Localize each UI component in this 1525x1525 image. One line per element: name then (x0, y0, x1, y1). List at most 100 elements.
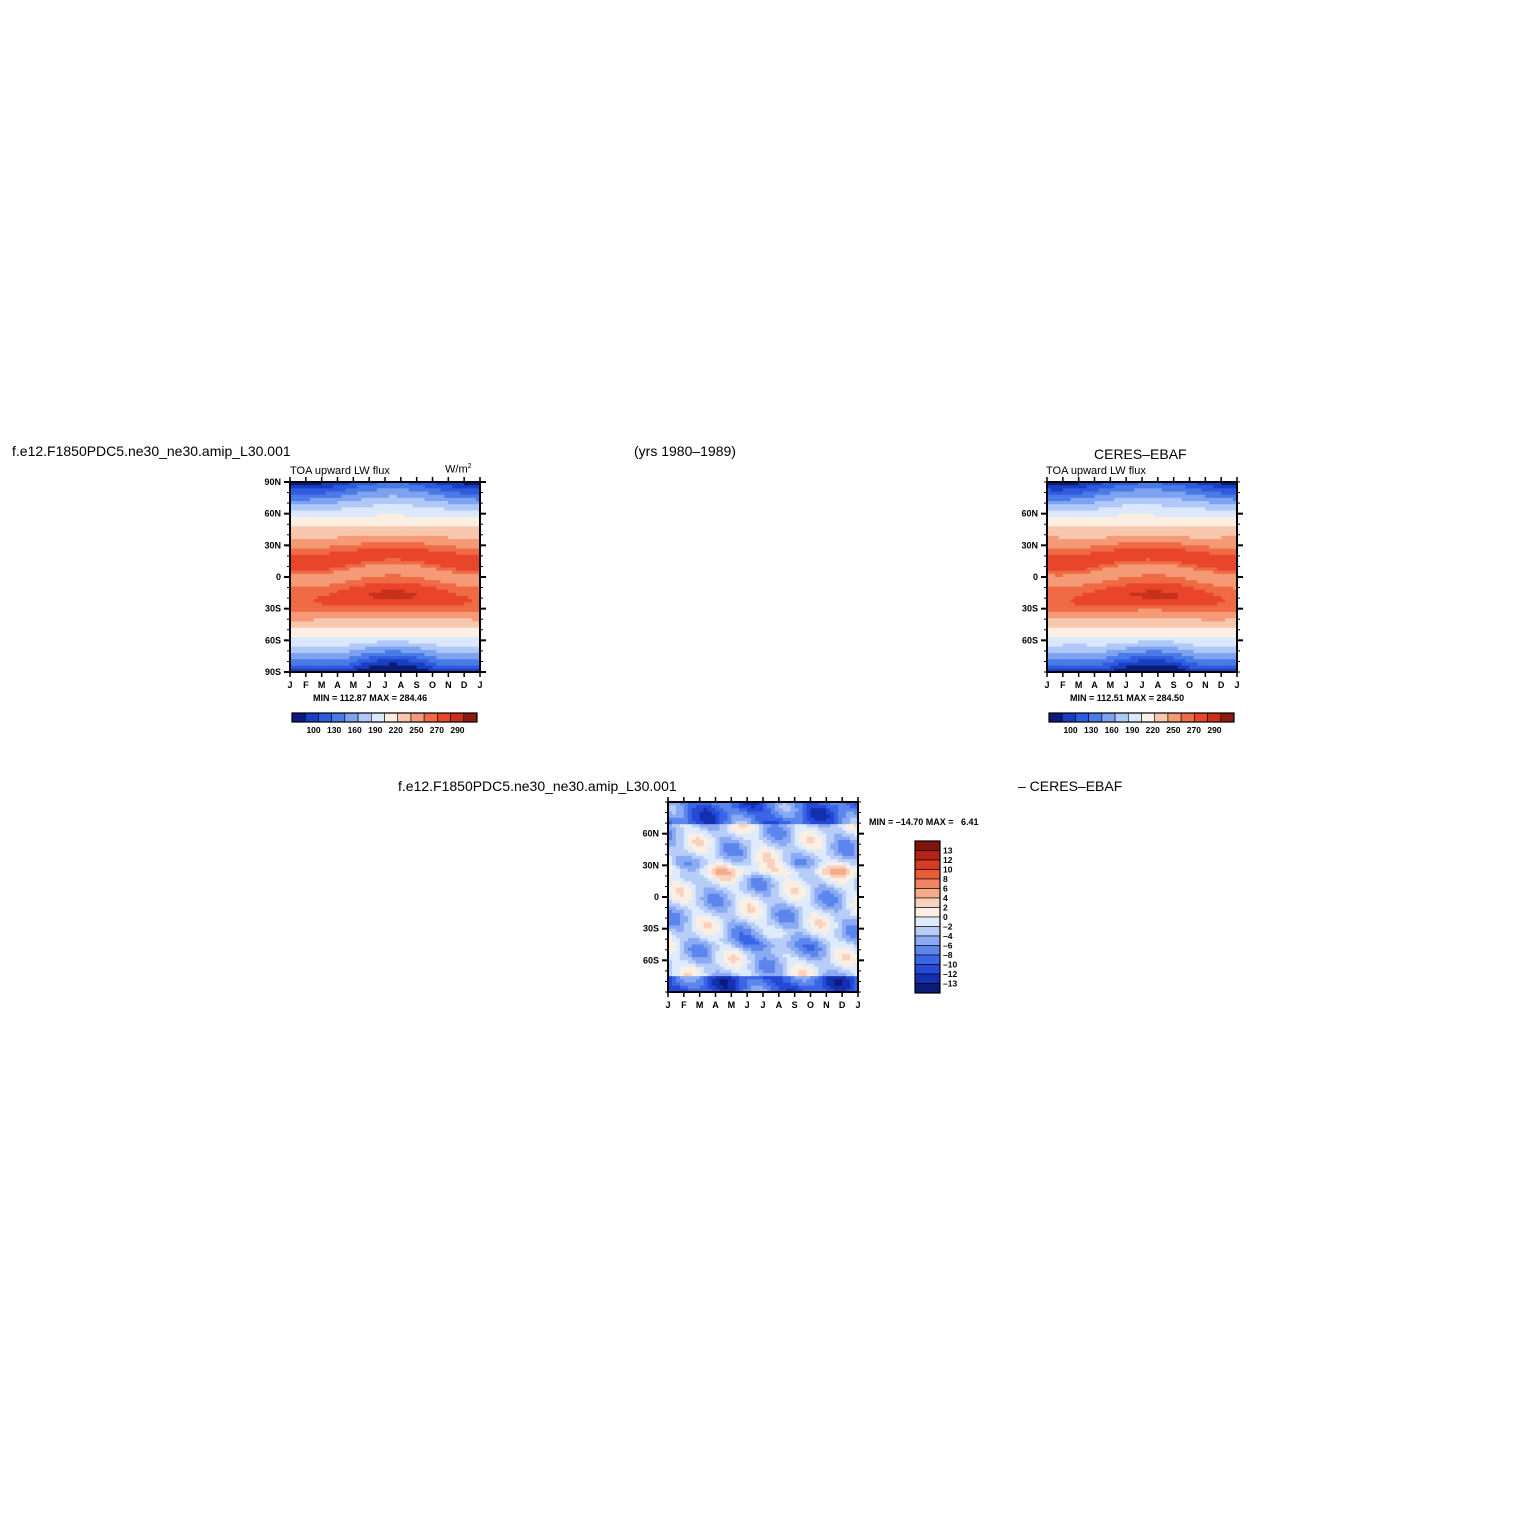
heatmap-cell (1169, 529, 1175, 534)
heatmap-cell (1070, 586, 1076, 591)
heatmap-cell (444, 520, 449, 524)
heatmap-cell (444, 634, 449, 638)
heatmap-cell (1098, 485, 1104, 489)
heatmap-cell (1110, 488, 1115, 493)
heatmap-cell (1066, 539, 1072, 543)
heatmap-cell (412, 510, 418, 515)
x-tick-label: J (367, 680, 372, 690)
heatmap-cell (305, 615, 311, 619)
heatmap-cell (309, 494, 315, 499)
heatmap-cell (373, 656, 378, 660)
heatmap-cell (452, 564, 457, 569)
heatmap-cell (1138, 570, 1143, 575)
heatmap-cell (412, 665, 418, 670)
heatmap-cell (476, 513, 481, 518)
heatmap-cell (412, 634, 418, 638)
heatmap-cell (1106, 615, 1111, 619)
heatmap-cell (1126, 580, 1131, 584)
heatmap-cell (317, 624, 323, 629)
heatmap-cell (444, 513, 449, 518)
heatmap-cell (290, 573, 295, 578)
heatmap-cell (400, 529, 406, 534)
heatmap-cell (1138, 662, 1143, 667)
heatmap-cell (1070, 539, 1076, 543)
heatmap-cell (1118, 659, 1123, 664)
heatmap-cell (369, 640, 374, 645)
heatmap-cell (333, 599, 339, 603)
heatmap-cell (373, 548, 378, 553)
heatmap-cell (1165, 627, 1171, 632)
heatmap-cell (373, 618, 378, 622)
heatmap-cell (436, 602, 442, 607)
heatmap-cell (1050, 621, 1056, 626)
heatmap-cell (365, 501, 370, 505)
heatmap-cell (1078, 510, 1084, 515)
heatmap-cell (1098, 545, 1104, 550)
heatmap-cell (333, 564, 339, 569)
heatmap-cell (305, 561, 311, 565)
heatmap-cell (1142, 634, 1147, 638)
heatmap-cell (424, 497, 430, 502)
heatmap-cell (321, 668, 327, 673)
heatmap-cell (329, 659, 335, 664)
heatmap-cell (1050, 583, 1056, 588)
heatmap-cell (1126, 627, 1131, 632)
heatmap-cell (301, 542, 307, 546)
heatmap-cell (392, 529, 398, 534)
heatmap-cell (1173, 494, 1179, 499)
heatmap-cell (1094, 634, 1100, 638)
heatmap-cell (290, 649, 295, 654)
heatmap-cell (353, 488, 358, 493)
heatmap-cell (329, 630, 335, 635)
heatmap-cell (341, 621, 347, 626)
heatmap-cell (1173, 570, 1179, 575)
heatmap-cell (321, 618, 327, 622)
heatmap-cell (1106, 535, 1111, 540)
heatmap-cell (1126, 504, 1131, 508)
heatmap-cell (1090, 548, 1096, 553)
heatmap-cell (1126, 526, 1131, 531)
heatmap-cell (293, 592, 299, 597)
heatmap-cell (1074, 592, 1080, 597)
heatmap-cell (1161, 665, 1167, 670)
heatmap-cell (341, 551, 347, 556)
heatmap-cell (1165, 608, 1171, 613)
heatmap-cell (1130, 545, 1135, 550)
heatmap-cell (353, 627, 358, 632)
heatmap-cell (396, 554, 402, 559)
heatmap-cell (1130, 548, 1135, 553)
heatmap-cell (325, 615, 331, 619)
heatmap-cell (385, 649, 390, 654)
heatmap-cell (396, 634, 402, 638)
heatmap-cell (472, 567, 477, 572)
heatmap-cell (424, 602, 430, 607)
heatmap-cell (1126, 558, 1131, 562)
heatmap-cell (464, 615, 469, 619)
heatmap-cell (1173, 605, 1179, 610)
heatmap-cell (420, 494, 426, 499)
heatmap-cell (1118, 573, 1123, 578)
heatmap-cell (329, 542, 335, 546)
heatmap-cell (1098, 605, 1104, 610)
heatmap-cell (349, 516, 354, 521)
heatmap-cell (1126, 649, 1131, 654)
heatmap-cell (1070, 665, 1076, 670)
heatmap-cell (416, 599, 422, 603)
heatmap-cell (1130, 596, 1135, 600)
heatmap-cell (444, 637, 449, 641)
heatmap-cell (385, 558, 390, 562)
heatmap-cell (377, 526, 382, 531)
heatmap-cell (412, 529, 418, 534)
heatmap-cell (1118, 482, 1123, 486)
heatmap-cell (460, 634, 465, 638)
heatmap-cell (329, 580, 335, 584)
heatmap-cell (373, 554, 378, 559)
heatmap-cell (436, 554, 442, 559)
heatmap-cell (456, 643, 461, 648)
heatmap-cell (1138, 523, 1143, 527)
heatmap-cell (412, 637, 418, 641)
heatmap-cell (309, 497, 315, 502)
heatmap-cell (1126, 621, 1131, 626)
heatmap-cell (1114, 599, 1119, 603)
